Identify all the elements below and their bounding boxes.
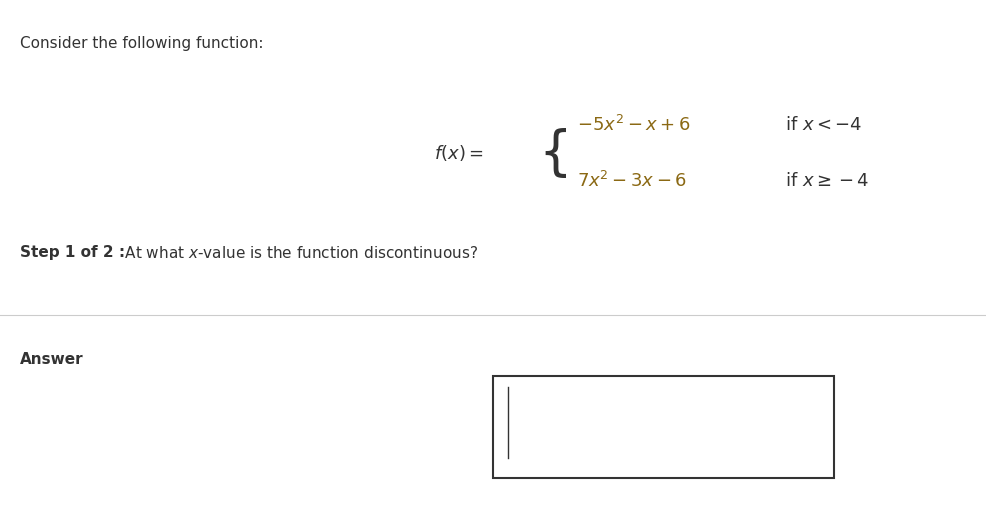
Text: Step 1 of 2 :: Step 1 of 2 : (20, 244, 125, 259)
Text: if $x \geq -4$: if $x \geq -4$ (784, 172, 868, 190)
Text: At what $x$-value is the function discontinuous?: At what $x$-value is the function discon… (115, 244, 478, 260)
Text: $7x^2 - 3x - 6$: $7x^2 - 3x - 6$ (577, 171, 686, 191)
Text: Answer: Answer (20, 351, 83, 366)
Text: if $x < -4$: if $x < -4$ (784, 116, 861, 134)
Text: Consider the following function:: Consider the following function: (20, 36, 263, 50)
Text: $\{$: $\{$ (537, 126, 566, 180)
Text: $f(x) =$: $f(x) =$ (434, 143, 483, 163)
FancyBboxPatch shape (493, 377, 833, 478)
Text: $-5x^2 - x + 6$: $-5x^2 - x + 6$ (577, 115, 690, 135)
